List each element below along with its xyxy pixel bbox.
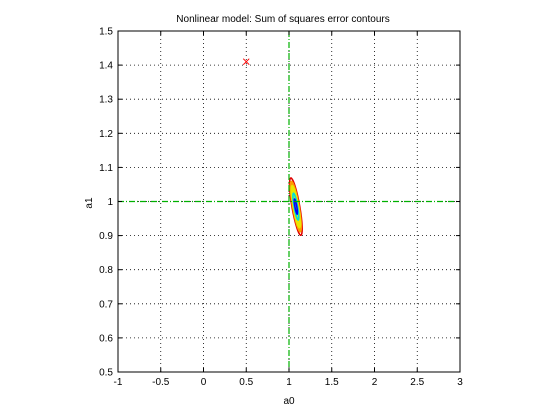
y-tick-label: 0.8: [99, 265, 113, 276]
x-axis-label: a0: [283, 396, 295, 407]
error-contours: [288, 177, 303, 237]
x-tick-label: 1.5: [325, 377, 339, 388]
x-tick-label: 3: [457, 377, 463, 388]
y-tick-label: 0.6: [99, 333, 113, 344]
y-tick-label: 1: [107, 197, 113, 208]
x-tick-label: -1: [114, 377, 123, 388]
x-tick-label: 0.5: [239, 377, 253, 388]
y-tick-label: 1.2: [99, 129, 113, 140]
contour-level-4: [293, 198, 299, 215]
marker-stroke: [242, 58, 250, 66]
y-tick-label: 0.9: [99, 231, 113, 242]
x-tick-label: 2.5: [410, 377, 424, 388]
x-tick-label: 1: [286, 377, 292, 388]
y-tick-label: 0.7: [99, 299, 113, 310]
y-tick-label: 1.3: [99, 95, 113, 106]
start-point-marker: [242, 58, 250, 66]
y-tick-label: 1.4: [99, 61, 113, 72]
y-tick-label: 0.5: [99, 368, 113, 379]
x-tick-label: 0: [201, 377, 207, 388]
y-tick-label: 1.5: [99, 27, 113, 38]
x-tick-label: 2: [372, 377, 378, 388]
axis-ticks: -1 -0.5 0 0.5 1 1.5 2 2.5 3 0.5 0.6 0.7 0.8 0.9 1 1.1 1.…: [99, 27, 463, 389]
x-tick-label: -0.5: [152, 377, 170, 388]
y-tick-label: 1.1: [99, 163, 113, 174]
y-axis-label: a1: [84, 197, 95, 209]
reference-lines: [118, 31, 460, 372]
chart-title: Nonlinear model: Sum of squares error co…: [176, 14, 389, 25]
